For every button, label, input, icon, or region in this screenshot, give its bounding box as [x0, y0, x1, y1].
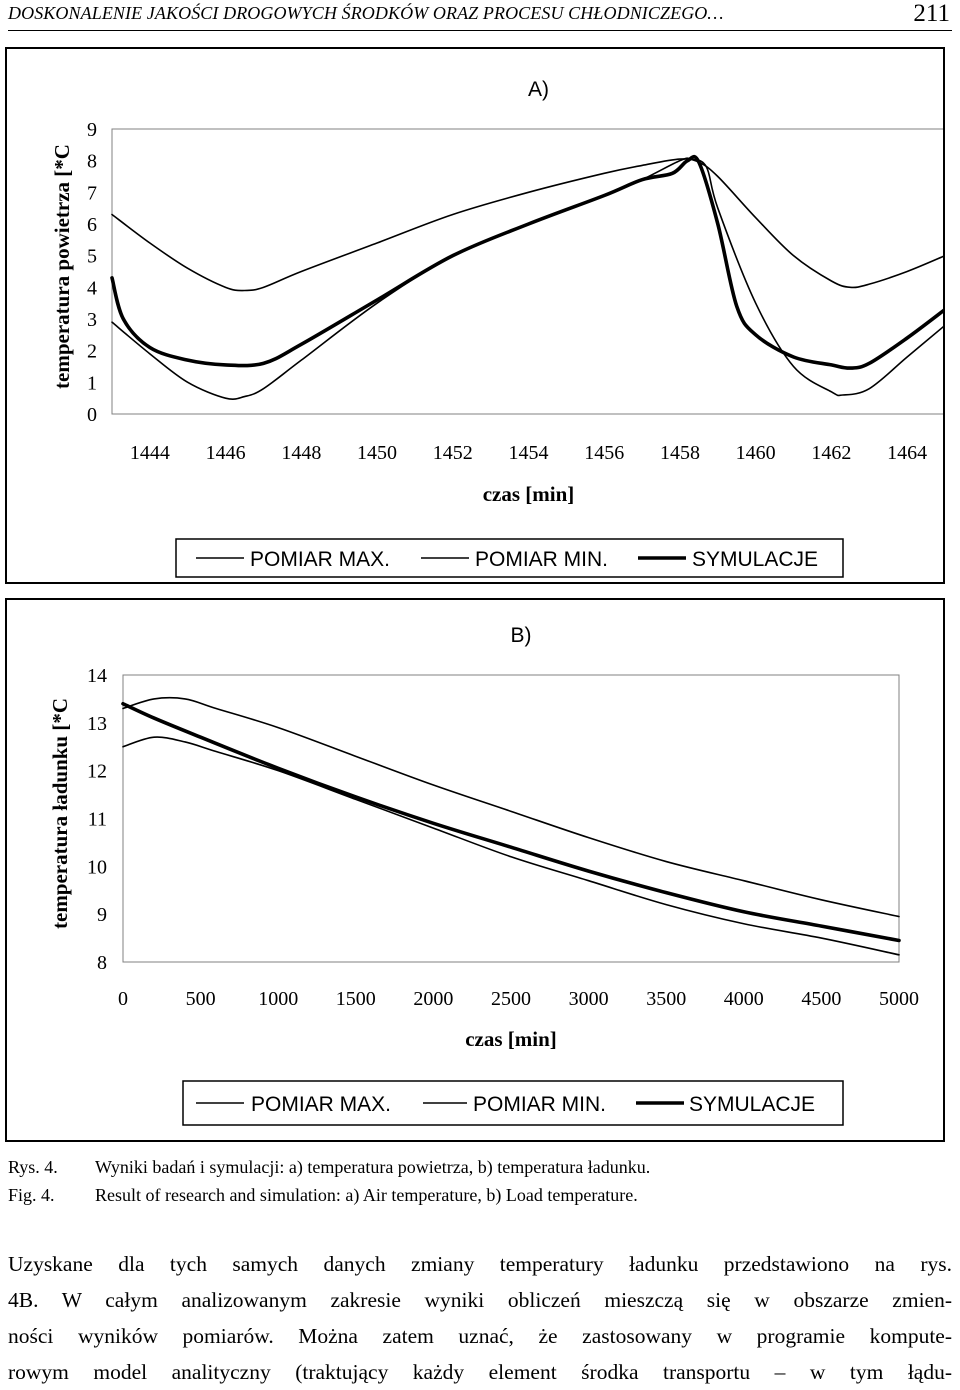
x-tick-label: 4500	[801, 988, 841, 1010]
legend-box	[182, 1080, 844, 1126]
y-tick-label: 9	[97, 904, 107, 926]
chart-title: A)	[528, 78, 549, 101]
y-tick-label: 12	[87, 761, 107, 783]
y-tick-label: 14	[87, 665, 107, 687]
series-line-symulacje	[110, 154, 943, 370]
y-tick-label: 1	[87, 372, 97, 394]
x-tick-label: 1460	[736, 442, 776, 464]
x-tick-label: 3000	[569, 988, 609, 1010]
y-tick-label: 8	[97, 952, 107, 974]
y-axis-label: temperatura powietrza [*C	[50, 144, 74, 389]
y-tick-label: 6	[87, 214, 97, 236]
legend-label: POMIAR MAX.	[250, 548, 390, 571]
plot-area	[122, 674, 900, 963]
x-tick-label: 1448	[281, 442, 321, 464]
y-tick-label: 0	[87, 404, 97, 426]
x-tick-label: 2000	[413, 988, 453, 1010]
page-number: 211	[913, 0, 950, 27]
x-axis-label: czas [min]	[465, 1027, 557, 1051]
y-tick-label: 9	[87, 119, 97, 141]
chart-b: B) 8 9 10 11 12 13 14 0 500 1000 1500 2000 2500 3000 35…	[48, 624, 919, 1126]
caption-label-pl: Rys. 4.	[8, 1157, 58, 1177]
caption-text-en: Result of research and simulation: a) Ai…	[95, 1185, 638, 1205]
running-header: DOSKONALENIE JAKOŚCI DROGOWYCH ŚRODKÓW O…	[8, 0, 952, 31]
y-tick-label: 2	[87, 341, 97, 363]
x-tick-label: 2500	[491, 988, 531, 1010]
x-tick-label: 1464	[887, 442, 927, 464]
x-tick-label: 1500	[336, 988, 376, 1010]
x-axis-label: czas [min]	[483, 482, 575, 506]
series-line-pomiar-max	[122, 696, 900, 918]
x-tick-label: 1462	[811, 442, 851, 464]
y-tick-label: 5	[87, 246, 97, 268]
body-line: 4B. W całym analizowanym zakresie wyniki…	[8, 1288, 952, 1312]
body-line: Uzyskane dla tych samych danych zmiany t…	[8, 1252, 952, 1276]
y-tick-label: 8	[87, 151, 97, 173]
chart-b-frame: B) 8 9 10 11 12 13 14 0 500 1000 1500 2000 2500 3000 35…	[5, 598, 945, 1142]
caption-label-en: Fig. 4.	[8, 1185, 55, 1205]
y-axis-label: temperatura ładunku [*C	[48, 698, 72, 929]
y-tick-label: 4	[87, 277, 97, 299]
y-tick-label: 3	[87, 309, 97, 331]
body-line: ności wyników pomiarów. Można zatem uzna…	[8, 1324, 952, 1348]
x-tick-label: 1446	[206, 442, 246, 464]
series-line-symulacje	[121, 701, 901, 943]
x-tick-label: 1444	[130, 442, 170, 464]
x-tick-label: 4000	[724, 988, 764, 1010]
legend-label: POMIAR MIN.	[475, 548, 608, 571]
plot-area	[111, 128, 943, 415]
x-tick-label: 500	[186, 988, 216, 1010]
y-tick-label: 13	[87, 713, 107, 735]
x-tick-label: 1450	[357, 442, 397, 464]
header-title: DOSKONALENIE JAKOŚCI DROGOWYCH ŚRODKÓW O…	[8, 3, 724, 23]
legend-label: POMIAR MIN.	[473, 1093, 606, 1116]
body-line: rowym model analityczny (traktujący każd…	[8, 1360, 952, 1384]
x-tick-label: 3500	[646, 988, 686, 1010]
x-tick-label: 1452	[433, 442, 473, 464]
body-paragraph: Uzyskane dla tych samych danych zmiany t…	[8, 1246, 952, 1390]
chart-a-frame: A) 0 1 2 3 4 5 6 7 8 9 1444 1446 1448 1450 1452 1454 1456…	[5, 47, 945, 584]
legend-label: SYMULACJE	[689, 1093, 815, 1116]
x-tick-label: 1456	[584, 442, 624, 464]
legend-label: POMIAR MAX.	[251, 1093, 391, 1116]
x-tick-label: 5000	[879, 988, 919, 1010]
x-tick-label: 1000	[258, 988, 298, 1010]
chart-a: A) 0 1 2 3 4 5 6 7 8 9 1444 1446 1448 1450 1452 1454 1456…	[50, 78, 943, 578]
series-line-pomiar-min	[122, 736, 900, 956]
chart-title: B)	[511, 624, 532, 647]
legend-label: SYMULACJE	[692, 548, 818, 571]
caption-text-pl: Wyniki badań i symulacji: a) temperatura…	[95, 1157, 651, 1177]
y-tick-label: 7	[87, 182, 97, 204]
x-tick-label: 1458	[660, 442, 700, 464]
y-tick-label: 10	[87, 856, 107, 878]
x-tick-label: 1454	[509, 442, 549, 464]
y-tick-label: 11	[88, 809, 107, 831]
legend-box	[175, 538, 844, 578]
series-line-pomiar-max	[111, 158, 943, 292]
x-tick-label: 0	[118, 988, 128, 1010]
